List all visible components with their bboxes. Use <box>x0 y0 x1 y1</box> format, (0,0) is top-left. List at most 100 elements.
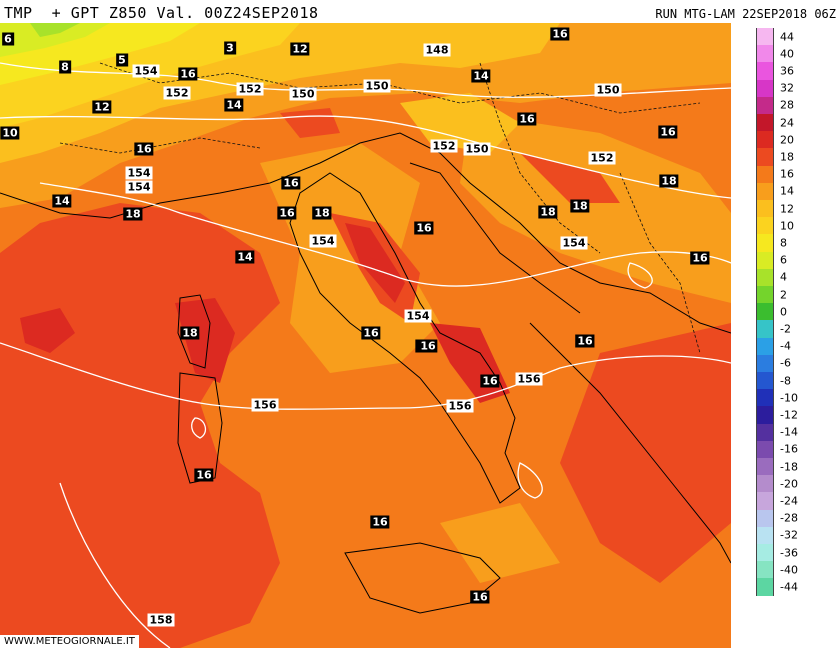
legend-swatch <box>756 337 774 355</box>
legend-swatch <box>756 251 774 269</box>
geopotential-label: 154 <box>125 180 153 194</box>
geopotential-label: 150 <box>289 87 317 101</box>
legend-tick-label: 40 <box>780 47 794 61</box>
geopotential-label: 154 <box>560 236 588 250</box>
legend-swatch <box>756 458 774 476</box>
legend-swatch <box>756 372 774 390</box>
legend-tick-label: 2 <box>780 288 787 302</box>
field-12-alps <box>400 93 520 153</box>
temperature-label: 18 <box>570 199 590 213</box>
temperature-label: 18 <box>180 326 200 340</box>
legend-swatch <box>756 320 774 338</box>
weather-map: 6 8 5 3 16 12 10 16 12 14 14 16 14 16 16 16 16 18 18 16 16 18… <box>0 23 731 648</box>
temperature-label: 3 <box>224 41 236 55</box>
temperature-label: 16 <box>134 142 154 156</box>
legend-tick-label: -32 <box>780 528 798 542</box>
legend-tick-label: -4 <box>780 339 791 353</box>
field-4-north <box>30 23 80 37</box>
legend-tick-label: 4 <box>780 270 787 284</box>
field-20-apennine <box>345 223 405 303</box>
legend-swatch <box>756 96 774 114</box>
legend-swatch <box>756 200 774 218</box>
legend-swatch <box>756 354 774 372</box>
legend-swatch <box>756 475 774 493</box>
geopotential-label: 154 <box>309 234 337 248</box>
geopotential-label: 154 <box>404 309 432 323</box>
temperature-label: 14 <box>235 250 255 264</box>
geopotential-label: 156 <box>446 399 474 413</box>
temperature-label: 16 <box>575 334 595 348</box>
field-20-west <box>20 308 75 353</box>
legend-swatch <box>756 148 774 166</box>
legend-swatch <box>756 578 774 596</box>
temperature-label: 14 <box>224 98 244 112</box>
temperature-label: 16 <box>194 468 214 482</box>
legend-tick-label: 24 <box>780 116 794 130</box>
temperature-label: 6 <box>2 32 14 46</box>
legend-swatch <box>756 303 774 321</box>
field-6-north <box>0 23 110 57</box>
geopotential-label: 156 <box>251 398 279 412</box>
temperature-label: 12 <box>290 42 310 56</box>
temperature-label: 16 <box>517 112 537 126</box>
legend-tick-label: -12 <box>780 408 798 422</box>
map-title: TMP + GPT Z850 Val. 00Z24SEP2018 <box>4 4 319 22</box>
legend-swatch <box>756 389 774 407</box>
geopotential-label: 154 <box>125 166 153 180</box>
legend-tick-label: 0 <box>780 305 787 319</box>
temperature-label: 5 <box>116 53 128 67</box>
temperature-label: 16 <box>550 27 570 41</box>
legend-swatch <box>756 114 774 132</box>
geopotential-label: 150 <box>363 79 391 93</box>
legend-swatch <box>756 234 774 252</box>
legend-tick-label: 12 <box>780 202 794 216</box>
legend-tick-label: 20 <box>780 133 794 147</box>
legend-swatch <box>756 182 774 200</box>
legend-tick-label: -40 <box>780 563 798 577</box>
legend-tick-label: 18 <box>780 150 794 164</box>
temperature-label: 10 <box>0 126 20 140</box>
legend-tick-label: 8 <box>780 236 787 250</box>
legend-swatch <box>756 131 774 149</box>
legend-tick-label: 16 <box>780 167 794 181</box>
legend-tick-label: -2 <box>780 322 791 336</box>
geopotential-label: 154 <box>132 64 160 78</box>
legend-tick-label: -24 <box>780 494 798 508</box>
legend-tick-label: 32 <box>780 81 794 95</box>
website-credit: WWW.METEOGIORNALE.IT <box>0 635 139 648</box>
legend-swatch <box>756 217 774 235</box>
geopotential-label: 152 <box>430 139 458 153</box>
model-run-label: RUN MTG-LAM 22SEP2018 06Z <box>655 7 836 21</box>
temperature-label: 14 <box>52 194 72 208</box>
legend-swatch <box>756 561 774 579</box>
geopotential-label: 148 <box>423 43 451 57</box>
legend-swatch <box>756 165 774 183</box>
legend-tick-label: -18 <box>780 460 798 474</box>
temperature-label: 16 <box>281 176 301 190</box>
temperature-label: 18 <box>659 174 679 188</box>
geopotential-label: 158 <box>147 613 175 627</box>
geopotential-label: 150 <box>594 83 622 97</box>
legend-tick-label: -20 <box>780 477 798 491</box>
temperature-label: 16 <box>658 125 678 139</box>
temperature-label: 18 <box>538 205 558 219</box>
field-14-italy <box>260 143 440 373</box>
field-20-corsica <box>175 298 235 383</box>
legend-tick-label: -10 <box>780 391 798 405</box>
legend-swatch <box>756 440 774 458</box>
legend-tick-label: 44 <box>780 30 794 44</box>
temperature-label: 16 <box>178 67 198 81</box>
temperature-label: 16 <box>470 590 490 604</box>
temperature-label: 16 <box>277 206 297 220</box>
legend-tick-label: -44 <box>780 580 798 594</box>
legend-swatch <box>756 509 774 527</box>
geopotential-label: 152 <box>236 82 264 96</box>
geopotential-label: 152 <box>163 86 191 100</box>
geopotential-label: 152 <box>588 151 616 165</box>
legend-tick-label: 10 <box>780 219 794 233</box>
legend-swatch <box>756 423 774 441</box>
geopotential-label: 156 <box>515 372 543 386</box>
legend-swatch <box>756 268 774 286</box>
color-scale-legend: 44 40 36 32 28 24 20 18 16 14 12 10 8 6 4 2 0 -2 -4 -6 -8 -10… <box>731 28 840 603</box>
temperature-label: 8 <box>59 60 71 74</box>
